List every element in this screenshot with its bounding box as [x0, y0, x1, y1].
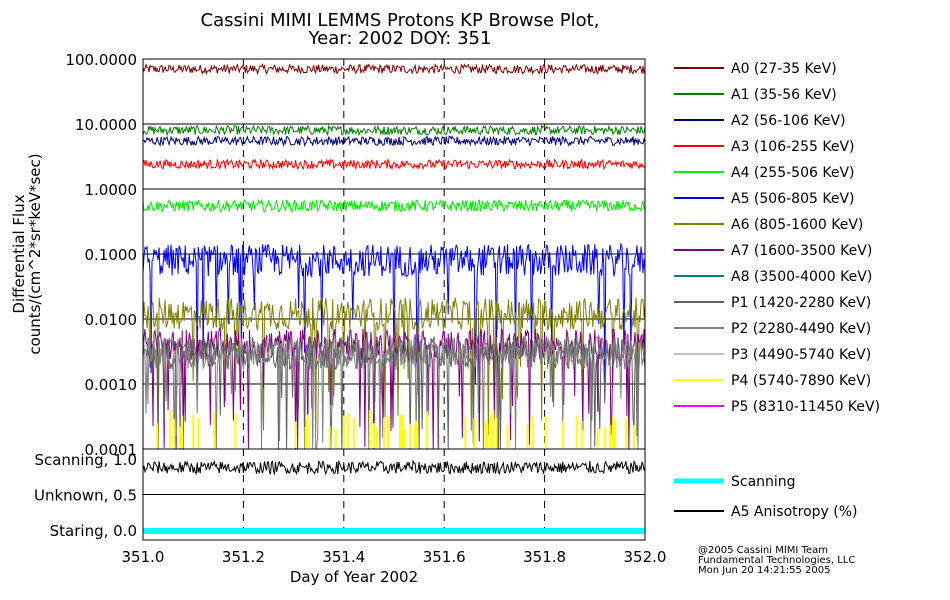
series-trace — [142, 335, 646, 451]
series-trace — [142, 198, 646, 213]
y-tick-label: 0.0010 — [85, 376, 138, 394]
x-tick-label: 351.4 — [322, 548, 365, 566]
legend-label: Scanning — [731, 474, 796, 490]
legend-label: A8 (3500-4000 KeV) — [731, 269, 872, 285]
credit-line-3: Mon Jun 20 14:21:55 2005 — [698, 565, 831, 576]
y-tick-label: 10.0000 — [75, 116, 137, 134]
x-tick-label: 351.8 — [523, 548, 566, 566]
legend: A0 (27-35 KeV) A1 (35-56 KeV) A2 (56-106 K… — [674, 61, 880, 520]
legend-label: A7 (1600-3500 KeV) — [731, 243, 872, 259]
axis-labels: 100.0000 10.0000 1.0000 0.1000 0.0100 0.0010 0… — [10, 51, 666, 586]
credit-line-1: @2005 Cassini MIMI Team — [698, 545, 828, 556]
series-trace — [142, 296, 646, 442]
plot-frames — [142, 58, 646, 541]
legend-label: P2 (2280-4490 KeV) — [731, 321, 871, 337]
chart-subtitle: Year: 2002 DOY: 351 — [308, 28, 492, 49]
status-trace — [142, 459, 646, 476]
series-trace — [142, 158, 646, 171]
legend-label: A3 (106-255 KeV) — [731, 139, 854, 155]
y-tick-label: 0.0100 — [85, 311, 138, 329]
legend-label: A5 (506-805 KeV) — [731, 191, 854, 207]
status-tick-label: Scanning, 1.0 — [34, 451, 137, 469]
x-tick-label: 352.0 — [624, 548, 667, 566]
y-tick-label: 0.1000 — [85, 246, 138, 264]
legend-label: P4 (5740-7890 KeV) — [731, 373, 871, 389]
credit-line-2: Fundamental Technologies, LLC — [698, 555, 856, 566]
series-trace — [142, 124, 646, 137]
y-tick-label: 0.0001 — [85, 441, 138, 459]
status-tick-label: Unknown, 0.5 — [34, 487, 137, 505]
legend-label: A0 (27-35 KeV) — [731, 61, 837, 77]
chart-title: Cassini MIMI LEMMS Protons KP Browse Plo… — [200, 10, 600, 31]
x-tick-label: 351.6 — [423, 548, 466, 566]
y-axis-title: Differential Flux — [10, 194, 28, 313]
x-tick-label: 351.2 — [222, 548, 265, 566]
y-tick-label: 1.0000 — [85, 181, 138, 199]
legend-label: A5 Anisotropy (%) — [731, 504, 858, 520]
legend-label: A2 (56-106 KeV) — [731, 113, 846, 129]
y-axis-subtitle: counts/(cm^2*sr*keV*sec) — [26, 153, 44, 354]
legend-label: P1 (1420-2280 KeV) — [731, 295, 871, 311]
status-tick-label: Staring, 0.0 — [50, 522, 137, 540]
x-axis-title: Day of Year 2002 — [290, 568, 418, 586]
legend-label: A6 (805-1600 KeV) — [731, 217, 863, 233]
series-trace — [142, 242, 646, 390]
legend-label: P5 (8310-11450 KeV) — [731, 399, 880, 415]
series-trace — [142, 135, 646, 148]
y-tick-label: 100.0000 — [65, 51, 137, 69]
legend-label: P3 (4490-5740 KeV) — [731, 347, 871, 363]
legend-label: A4 (255-506 KeV) — [731, 165, 854, 181]
series-trace — [142, 62, 646, 76]
legend-label: A1 (35-56 KeV) — [731, 87, 837, 103]
flux-series-traces — [142, 62, 646, 451]
status-panel-frame — [142, 448, 646, 541]
x-tick-label: 351.0 — [122, 548, 165, 566]
status-panel-traces — [142, 459, 646, 534]
